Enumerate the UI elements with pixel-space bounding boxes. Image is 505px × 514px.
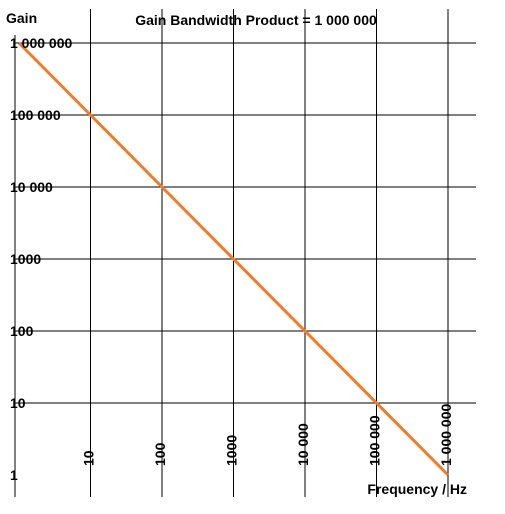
y-tick-label: 10 (10, 395, 26, 411)
y-tick-label: 100 000 (10, 107, 61, 123)
label-layer: Gain Bandwidth Product = 1 000 000 Gain … (6, 10, 467, 497)
chart-title: Gain Bandwidth Product = 1 000 000 (135, 12, 377, 28)
x-tick-label: 1 000 000 (438, 404, 454, 466)
x-tick-label: 1000 (224, 435, 240, 466)
x-tick-label: 10 (81, 450, 97, 466)
x-tick-label: 10 000 (295, 423, 311, 466)
y-tick-label: 1000 (10, 251, 41, 267)
grid-layer (14, 9, 476, 497)
y-tick-label: 1 (10, 467, 18, 483)
series-layer (17, 41, 450, 477)
y-tick-label: 10 000 (10, 179, 53, 195)
x-axis-label: Frequency / Hz (367, 481, 467, 497)
y-tick-label: 100 (10, 323, 34, 339)
x-tick-label: 100 000 (367, 415, 383, 466)
x-tick-label: 100 (152, 442, 168, 466)
y-axis-label: Gain (6, 10, 37, 26)
y-tick-label: 1 000 000 (10, 35, 72, 51)
gain-line (17, 41, 450, 477)
